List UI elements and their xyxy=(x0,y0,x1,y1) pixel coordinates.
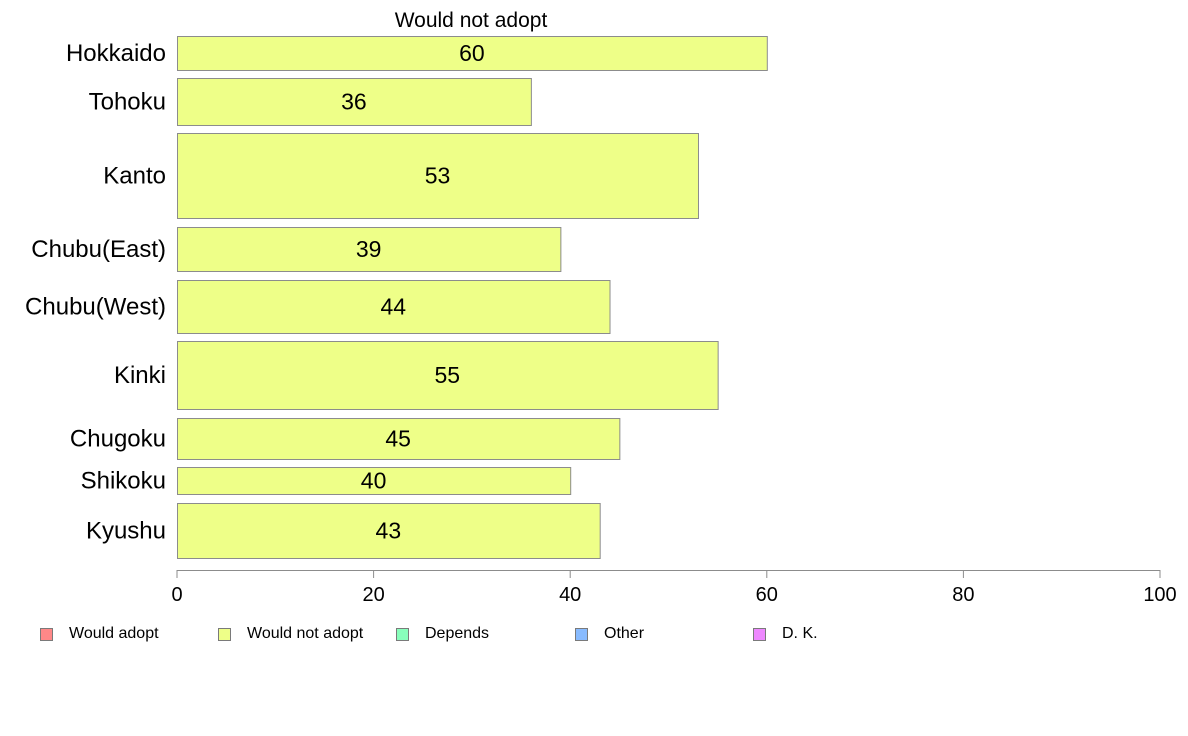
category-label-kyushu: Kyushu xyxy=(86,518,166,545)
data-label-kanto: 53 xyxy=(425,163,451,189)
category-label-chubu-east: Chubu(East) xyxy=(31,236,166,263)
x-tick-label-0: 0 xyxy=(171,584,182,606)
legend-item-dk: D. K. xyxy=(753,622,818,646)
legend-item-other: Other xyxy=(575,622,644,646)
legend-item-depends: Depends xyxy=(396,622,489,646)
chart-title: Would not adopt xyxy=(395,9,548,32)
category-label-kinki: Kinki xyxy=(114,362,166,389)
bar-chubu-west xyxy=(177,280,611,334)
bar-kyushu xyxy=(177,503,601,559)
bars-group: 60 36 53 39 44 55 45 40 43 xyxy=(177,36,768,559)
legend-swatch-depends xyxy=(396,627,409,641)
bar-kinki xyxy=(177,341,719,410)
data-label-hokkaido: 60 xyxy=(459,40,485,66)
bar-shikoku xyxy=(177,467,572,495)
bar-chubu-east xyxy=(177,227,562,272)
legend-label-dk: D. K. xyxy=(782,625,818,642)
x-tick-label-100: 100 xyxy=(1143,584,1176,606)
data-label-shikoku: 40 xyxy=(361,468,387,494)
legend-swatch-dk xyxy=(753,627,766,641)
legend-label-depends: Depends xyxy=(425,625,490,642)
data-label-chubu-east: 39 xyxy=(356,236,382,262)
bar-chugoku xyxy=(177,418,621,460)
category-label-chubu-west: Chubu(West) xyxy=(25,294,166,321)
legend-label-would-not-adopt: Would not adopt xyxy=(247,625,364,642)
data-label-chugoku: 45 xyxy=(385,426,411,452)
x-tick-label-40: 40 xyxy=(559,584,581,606)
legend-label-other: Other xyxy=(604,625,645,642)
bar-kanto xyxy=(177,133,699,219)
x-tick-label-80: 80 xyxy=(952,584,974,606)
legend-label-would-adopt: Would adopt xyxy=(69,625,159,642)
category-label-hokkaido: Hokkaido xyxy=(66,40,166,67)
legend-swatch-would-adopt xyxy=(40,627,53,641)
category-label-kanto: Kanto xyxy=(103,163,166,190)
category-label-tohoku: Tohoku xyxy=(89,89,166,116)
x-tick-label-60: 60 xyxy=(756,584,778,606)
legend-item-would-not-adopt: Would not adopt xyxy=(218,622,363,646)
x-tick-label-20: 20 xyxy=(362,584,384,606)
category-label-chugoku: Chugoku xyxy=(70,426,166,453)
data-label-kinki: 55 xyxy=(435,362,461,388)
legend: Would adopt Would not adopt Depends Othe… xyxy=(0,622,1188,646)
bar-chart: Would not adopt 60 36 53 39 44 55 45 40 43 Hokka… xyxy=(25,9,1177,606)
data-label-chubu-west: 44 xyxy=(380,294,406,320)
legend-item-would-adopt: Would adopt xyxy=(40,622,159,646)
legend-swatch-other xyxy=(575,627,588,641)
data-label-kyushu: 43 xyxy=(376,518,402,544)
x-axis: 0 20 40 60 80 100 xyxy=(171,570,1177,606)
bar-hokkaido xyxy=(177,36,768,71)
bar-tohoku xyxy=(177,78,532,126)
legend-swatch-would-not-adopt xyxy=(218,627,231,641)
data-label-tohoku: 36 xyxy=(341,89,367,115)
category-labels: Hokkaido Tohoku Kanto Chubu(East) Chubu(West… xyxy=(25,40,166,545)
category-label-shikoku: Shikoku xyxy=(81,468,166,495)
